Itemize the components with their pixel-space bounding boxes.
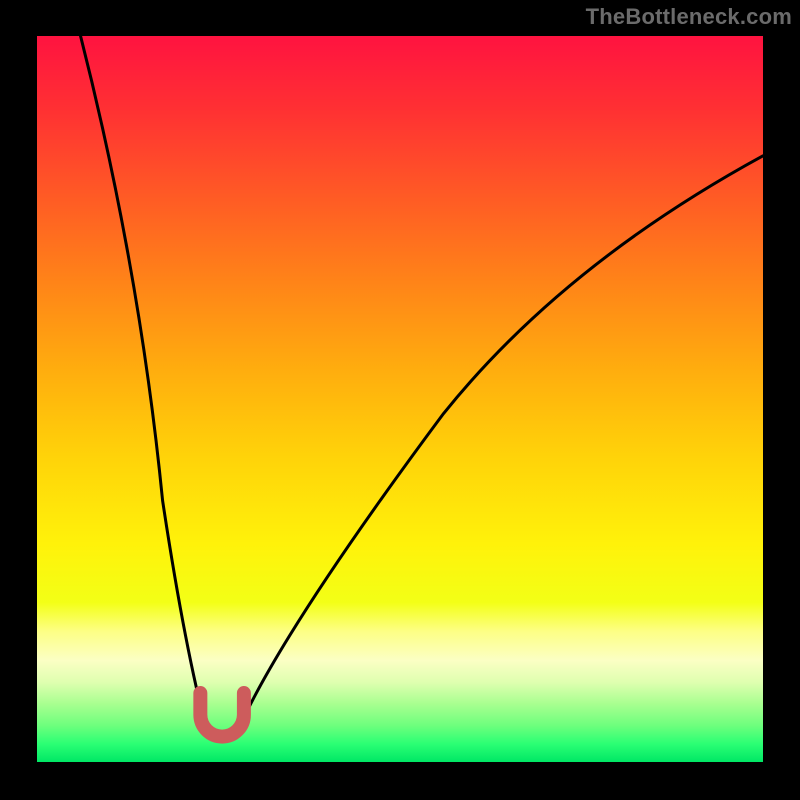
- watermark-text: TheBottleneck.com: [586, 4, 792, 30]
- chart-container: TheBottleneck.com: [0, 0, 800, 800]
- plot-background-gradient: [37, 36, 763, 762]
- bottleneck-curve-chart: [0, 0, 800, 800]
